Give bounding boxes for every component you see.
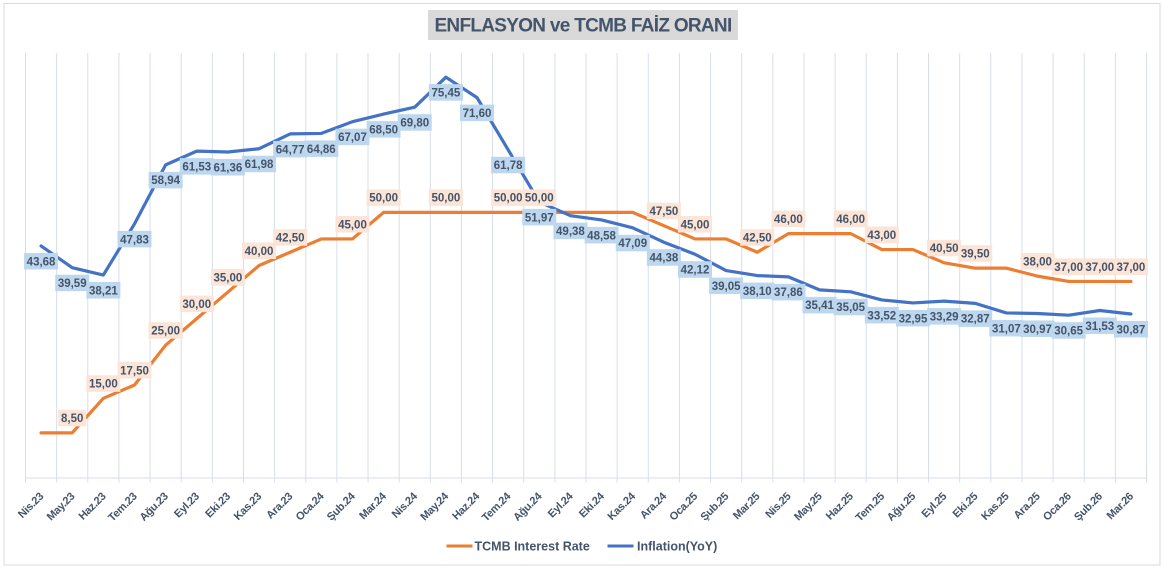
svg-text:49,38: 49,38 — [556, 226, 585, 238]
svg-text:43,00: 43,00 — [867, 230, 896, 242]
svg-text:31,53: 31,53 — [1085, 321, 1114, 333]
svg-text:39,05: 39,05 — [712, 281, 741, 293]
svg-text:15,00: 15,00 — [89, 379, 118, 391]
svg-text:38,21: 38,21 — [89, 285, 118, 297]
svg-text:37,00: 37,00 — [1054, 262, 1083, 274]
svg-text:32,87: 32,87 — [961, 314, 990, 326]
svg-text:Inflation(YoY): Inflation(YoY) — [637, 540, 717, 554]
svg-text:39,50: 39,50 — [961, 249, 990, 261]
svg-text:40,50: 40,50 — [930, 243, 959, 255]
svg-text:17,50: 17,50 — [120, 365, 149, 377]
svg-text:46,00: 46,00 — [774, 214, 803, 226]
svg-text:47,09: 47,09 — [618, 238, 647, 250]
svg-text:37,00: 37,00 — [1117, 262, 1146, 274]
svg-text:32,95: 32,95 — [899, 313, 928, 325]
svg-text:50,00: 50,00 — [431, 193, 460, 205]
svg-text:42,50: 42,50 — [276, 233, 305, 245]
svg-text:67,07: 67,07 — [338, 132, 367, 144]
svg-text:51,97: 51,97 — [525, 212, 554, 224]
svg-text:35,00: 35,00 — [214, 272, 243, 284]
svg-text:40,00: 40,00 — [245, 246, 274, 258]
svg-text:30,97: 30,97 — [1023, 324, 1052, 336]
svg-text:64,77: 64,77 — [276, 144, 305, 156]
svg-text:64,86: 64,86 — [307, 144, 336, 156]
svg-text:68,50: 68,50 — [369, 124, 398, 136]
svg-text:33,29: 33,29 — [930, 312, 959, 324]
svg-text:46,00: 46,00 — [836, 214, 865, 226]
svg-text:47,50: 47,50 — [649, 206, 678, 218]
svg-text:37,86: 37,86 — [774, 287, 803, 299]
svg-text:38,10: 38,10 — [743, 286, 772, 298]
svg-text:30,87: 30,87 — [1117, 324, 1146, 336]
svg-text:48,58: 48,58 — [587, 230, 616, 242]
svg-text:42,12: 42,12 — [681, 265, 710, 277]
svg-text:43,68: 43,68 — [27, 256, 56, 268]
svg-text:25,00: 25,00 — [151, 326, 180, 338]
svg-text:45,00: 45,00 — [681, 219, 710, 231]
svg-text:61,53: 61,53 — [182, 161, 211, 173]
svg-text:38,00: 38,00 — [1023, 256, 1052, 268]
svg-text:ENFLASYON ve TCMB FAİZ ORANI: ENFLASYON ve TCMB FAİZ ORANI — [434, 16, 732, 37]
svg-text:30,00: 30,00 — [182, 299, 211, 311]
svg-text:61,98: 61,98 — [245, 159, 274, 171]
svg-text:58,94: 58,94 — [151, 175, 180, 187]
svg-text:35,41: 35,41 — [805, 300, 834, 312]
svg-text:69,80: 69,80 — [400, 118, 429, 130]
svg-text:31,07: 31,07 — [992, 323, 1021, 335]
svg-text:50,00: 50,00 — [525, 193, 554, 205]
svg-text:35,05: 35,05 — [836, 302, 865, 314]
svg-text:39,59: 39,59 — [58, 278, 87, 290]
svg-text:71,60: 71,60 — [463, 108, 492, 120]
svg-text:75,45: 75,45 — [431, 88, 460, 100]
svg-text:47,83: 47,83 — [120, 234, 149, 246]
svg-text:42,50: 42,50 — [743, 233, 772, 245]
svg-text:TCMB Interest Rate: TCMB Interest Rate — [475, 540, 590, 554]
svg-text:61,36: 61,36 — [214, 162, 243, 174]
svg-text:61,78: 61,78 — [494, 160, 523, 172]
svg-text:33,52: 33,52 — [867, 310, 896, 322]
svg-text:45,00: 45,00 — [338, 219, 367, 231]
svg-text:8,50: 8,50 — [61, 413, 83, 425]
svg-text:50,00: 50,00 — [369, 193, 398, 205]
svg-text:30,65: 30,65 — [1054, 326, 1083, 338]
svg-text:50,00: 50,00 — [494, 193, 523, 205]
svg-text:37,00: 37,00 — [1085, 262, 1114, 274]
svg-text:44,38: 44,38 — [649, 253, 678, 265]
